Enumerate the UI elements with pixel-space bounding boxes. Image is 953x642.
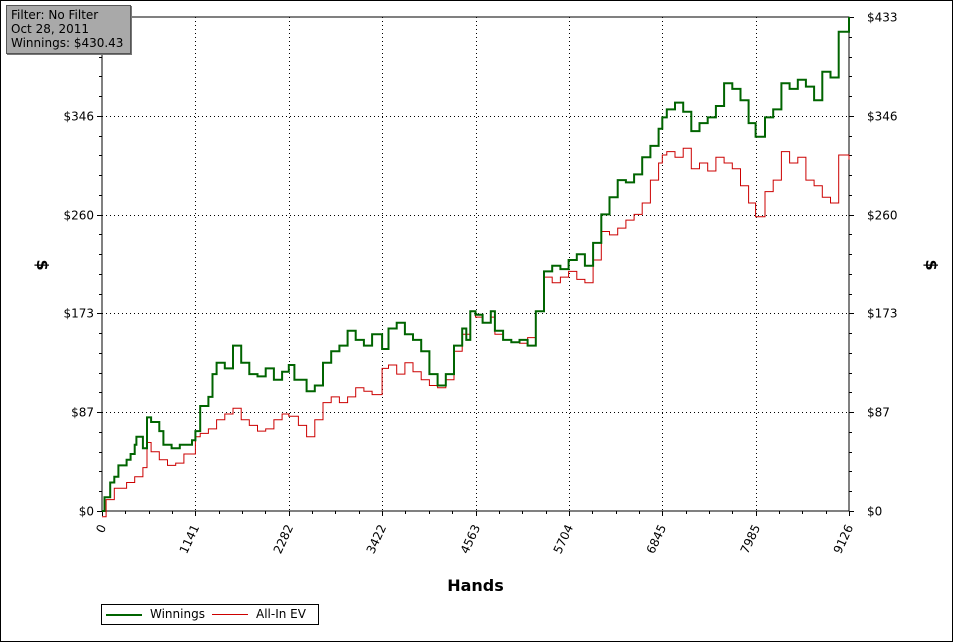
info-winnings: Winnings: $430.43 xyxy=(11,36,124,50)
axis-labels: 0 1141 2282 3422 4563 5704 6845 7985 9126 $0 $0 $87… xyxy=(33,11,941,596)
legend-item-allin-ev: All-In EV xyxy=(212,605,316,624)
y-tick-label-right: $260 xyxy=(867,209,898,223)
legend-label-winnings: Winnings xyxy=(150,607,205,621)
x-tick-label: 4563 xyxy=(458,522,484,556)
y-tick-label-left: $173 xyxy=(63,307,94,321)
legend-item-winnings: Winnings xyxy=(106,605,206,624)
series-line-allin-ev xyxy=(102,147,850,518)
y-tick-label-right: $87 xyxy=(867,406,890,420)
y-tick-label-right: $173 xyxy=(867,307,898,321)
y-tick-label-left: $260 xyxy=(63,209,94,223)
y-tick-label-right: $346 xyxy=(867,110,898,124)
x-tick-label: 6845 xyxy=(644,522,670,556)
y-tick-label-right: $433 xyxy=(867,11,898,25)
axes xyxy=(97,16,854,516)
y-axis-title-right: $ xyxy=(922,259,941,270)
info-date: Oct 28, 2011 xyxy=(11,22,89,36)
x-tick-label: 0 xyxy=(93,522,109,535)
y-axis-title-left: $ xyxy=(33,259,52,270)
plot-border xyxy=(101,16,850,512)
legend-swatch-allin-ev xyxy=(212,614,248,615)
series-line-winnings xyxy=(102,17,850,512)
y-tick-label-left: $0 xyxy=(79,505,94,519)
y-tick-label-left: $87 xyxy=(71,406,94,420)
x-tick-label: 1141 xyxy=(177,522,203,556)
x-tick-label: 7985 xyxy=(738,522,764,556)
legend-label-allin-ev: All-In EV xyxy=(256,607,306,621)
y-tick-label-left: $346 xyxy=(63,110,94,124)
info-box: Filter: No Filter Oct 28, 2011 Winnings:… xyxy=(6,5,131,54)
x-tick-label: 9126 xyxy=(831,522,857,556)
info-filter: Filter: No Filter xyxy=(11,8,99,22)
y-tick-label-right: $0 xyxy=(867,505,882,519)
x-tick-label: 5704 xyxy=(551,522,577,556)
series-lines xyxy=(102,17,850,518)
legend: Winnings All-In EV xyxy=(101,604,319,625)
x-tick-label: 2282 xyxy=(271,522,297,556)
grid-lines xyxy=(102,17,849,511)
legend-swatch-winnings xyxy=(106,614,142,616)
x-axis-title: Hands xyxy=(447,576,504,595)
x-tick-label: 3422 xyxy=(364,522,390,556)
